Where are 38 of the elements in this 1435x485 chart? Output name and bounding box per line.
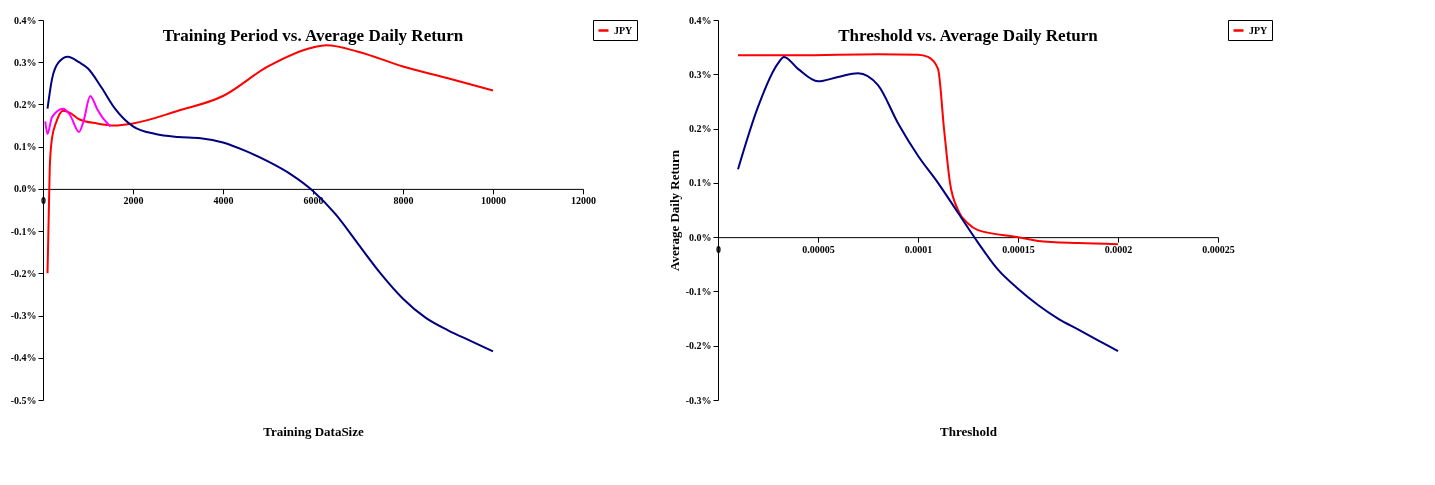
legend-label: JPY [1249, 24, 1269, 36]
x-tick-label: 12000 [571, 195, 596, 207]
y-tick-label: 0.2% [14, 98, 37, 110]
y-tick-label: 0.4% [14, 14, 37, 26]
y-tick-label: -0.2% [10, 267, 37, 279]
y-tick-label: -0.1% [685, 285, 712, 297]
y-tick-label: -0.3% [10, 310, 37, 322]
chart-title: Threshold vs. Average Daily Return [838, 26, 1099, 45]
y-tick-label: 0.3% [689, 68, 712, 80]
x-tick-label: 8000 [393, 195, 414, 207]
x-tick-label: 2000 [123, 195, 144, 207]
line-series [737, 53, 1119, 246]
x-tick-label: 4000 [213, 195, 234, 207]
y-axis-title: Average Daily Return [666, 149, 682, 272]
y-tick-label: 0.1% [689, 177, 712, 189]
y-tick-label: -0.1% [10, 225, 37, 237]
x-axis-title: Training DataSize [263, 423, 364, 439]
line-series [44, 95, 112, 135]
x-tick-label: 0.0002 [1104, 243, 1133, 255]
legend-label: JPY [614, 24, 634, 36]
y-tick-label: 0.0% [14, 183, 37, 195]
x-tick-label: 0.00015 [1002, 243, 1035, 255]
y-tick-label: -0.3% [685, 394, 712, 406]
y-tick-label: 0.4% [689, 14, 712, 26]
x-tick-label: 6000 [303, 195, 324, 207]
y-tick-label: 0.3% [14, 56, 37, 68]
y-tick-label: -0.2% [685, 340, 712, 352]
y-tick-label: -0.5% [10, 394, 37, 406]
y-tick-label: -0.4% [10, 352, 37, 364]
x-tick-label: 10000 [481, 195, 506, 207]
x-axis-title: Threshold [940, 423, 998, 439]
y-tick-label: 0.1% [14, 141, 37, 153]
y-tick-label: 0.2% [689, 123, 712, 135]
y-tick-label: 0.0% [689, 231, 712, 243]
x-tick-label: 0.00005 [802, 243, 835, 255]
chart-title: Training Period vs. Average Daily Return [162, 26, 464, 45]
x-tick-label: 0.00025 [1202, 243, 1235, 255]
x-tick-label: 0.0001 [904, 243, 933, 255]
